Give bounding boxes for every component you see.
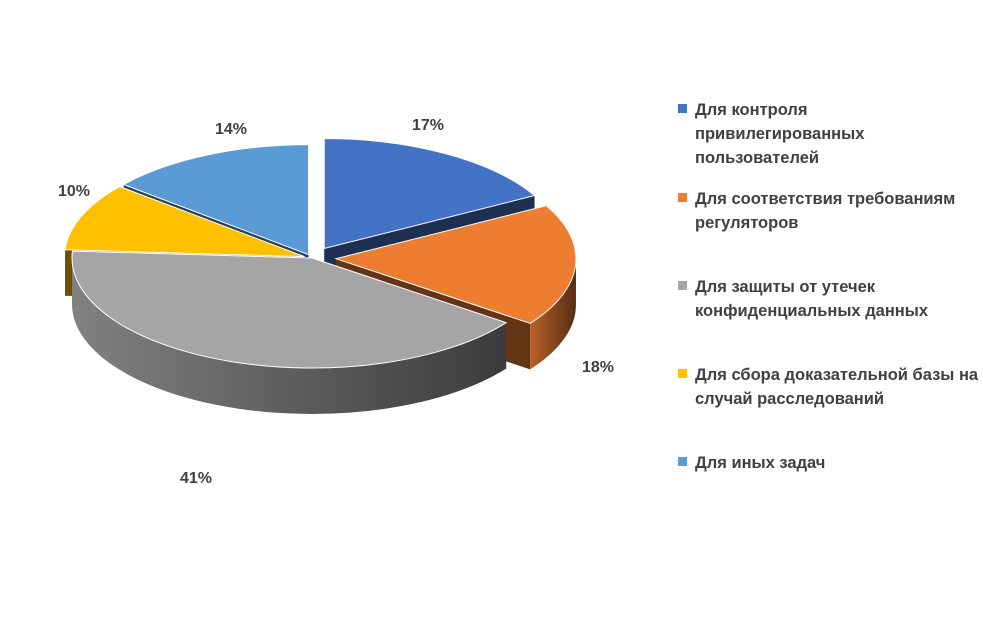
legend-swatch-1 bbox=[678, 104, 687, 113]
slice-tops-group bbox=[64, 138, 577, 369]
data-label-3: 41% bbox=[180, 470, 212, 487]
legend-item-3: Для защиты от утечек конфиденциальных да… bbox=[678, 275, 980, 323]
legend-swatch-5 bbox=[678, 457, 687, 466]
legend-swatch-4 bbox=[678, 369, 687, 378]
legend-item-1: Для контроля привилегированных пользоват… bbox=[678, 98, 980, 170]
data-labels-group: 17% 18% 41% 10% 14% bbox=[58, 117, 614, 487]
slice-2 bbox=[334, 205, 577, 324]
legend-label-2: Для соответствия требованиям регуляторов bbox=[695, 190, 956, 232]
slice-outer-wall-3 bbox=[72, 258, 507, 415]
legend-label-1: Для контроля привилегированных пользоват… bbox=[695, 101, 865, 167]
data-label-2: 18% bbox=[582, 359, 614, 376]
slice-4 bbox=[64, 185, 305, 258]
legend-swatch-2 bbox=[678, 193, 687, 202]
legend-label-4: Для сбора доказательной базы на случай р… bbox=[695, 366, 979, 408]
slice-1 bbox=[323, 138, 536, 250]
legend-item-2: Для соответствия требованиям регуляторов bbox=[678, 187, 980, 235]
legend-swatch-3 bbox=[678, 281, 687, 290]
data-label-5: 14% bbox=[215, 121, 247, 138]
data-label-1: 17% bbox=[412, 117, 444, 134]
legend-item-4: Для сбора доказательной базы на случай р… bbox=[678, 363, 980, 411]
slice-5 bbox=[122, 144, 310, 256]
slice-outer-wall-2 bbox=[530, 258, 576, 370]
legend-item-5: Для иных задач bbox=[678, 451, 980, 475]
legend-label-3: Для защиты от утечек конфиденциальных да… bbox=[695, 278, 929, 320]
slice-3 bbox=[71, 250, 508, 369]
data-label-4: 10% bbox=[58, 183, 90, 200]
legend-label-5: Для иных задач bbox=[695, 454, 826, 472]
